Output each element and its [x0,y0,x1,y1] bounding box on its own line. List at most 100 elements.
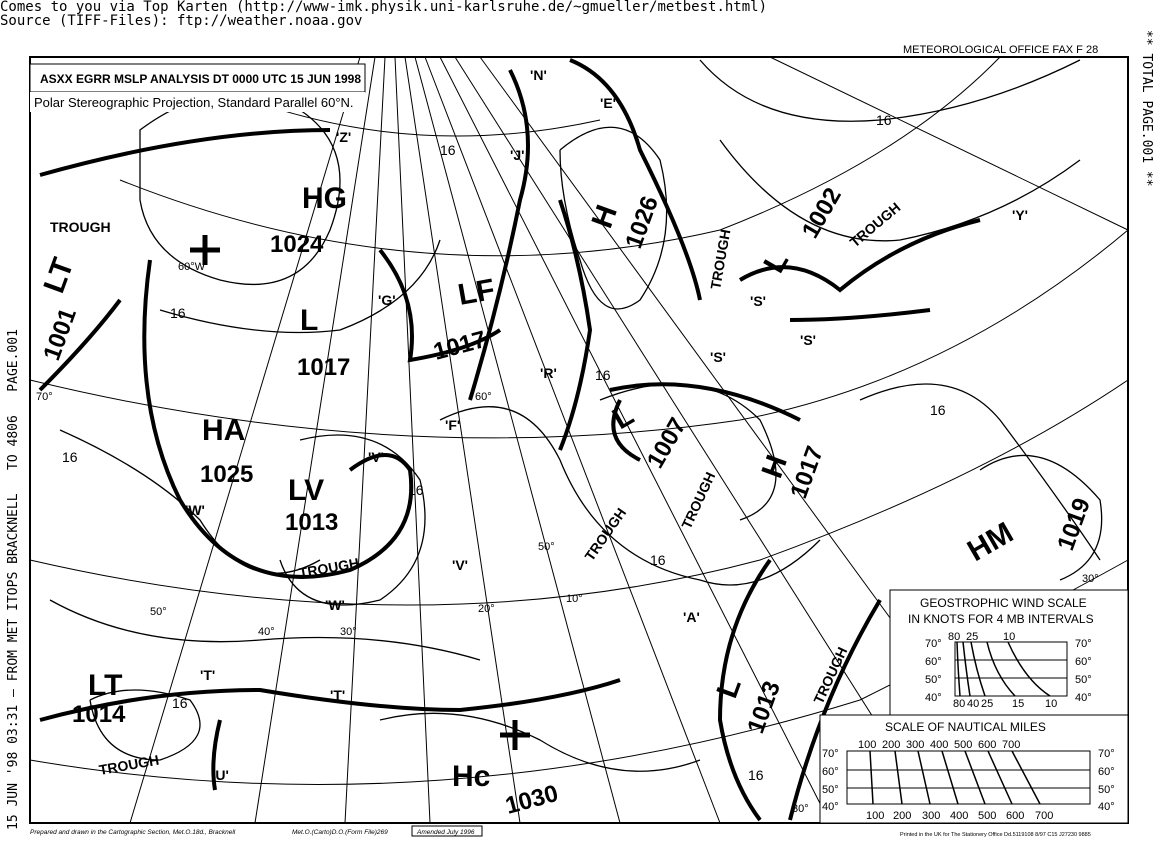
footer-amended: Amended July 1996 [416,829,475,836]
wind-scale-text: 40° [1075,692,1092,704]
footer-printer: Printed in the UK for The Stationery Off… [900,832,1091,838]
system-pressure: 1017 [785,443,829,502]
isobar-labels: 16 16 16 16 16 16 16 16 16 16 [62,112,946,783]
system-type: Hc [452,760,490,793]
system-type: L [711,674,748,703]
nm-scale-text: SCALE OF NAUTICAL MILES [885,720,1046,734]
nm-scale-text: 300 [922,810,940,822]
wind-scale-text: IN KNOTS FOR 4 MB INTERVALS [908,612,1094,626]
isobar-label-text: 16 [748,767,764,783]
system-type: L [300,304,318,337]
nm-scale-text: 500 [978,810,996,822]
wind-scale-text: 70° [1075,638,1092,650]
nm-scale-text: 40° [1098,801,1115,813]
front-labels-text: 'S' [750,293,766,309]
nm-scale-text: 40° [822,801,839,813]
front-labels-text: 'R' [540,365,557,381]
isobar-label-text: 16 [170,305,186,321]
isobar-label-text: 16 [930,402,946,418]
chart-title: ASXX EGRR MSLP ANALYSIS DT 0000 UTC 15 J… [40,72,361,86]
trough-label-text: TROUGH [847,199,904,250]
nm-scale-text: 400 [930,739,948,751]
front-labels-text: 'G' [378,292,396,308]
system-pressure: 1007 [642,413,692,473]
front-labels-text: 'V' [368,449,384,465]
system-pressure: 1013 [285,509,338,536]
system-type: L [757,246,795,278]
system-pressure: 1017 [297,354,350,381]
nm-scale-text: 100 [866,810,884,822]
system-type: LT [88,669,122,702]
graticule [29,56,1129,824]
isobar-label-text: 16 [440,142,456,158]
lon-labels-text: 10° [566,593,583,605]
trough-label-text: TROUGH [298,555,361,581]
lat-labels-text: 70° [36,391,53,403]
system-type: H [756,451,794,483]
centre-crosses [190,235,530,750]
footer-form-ref: Met.O.(Carto)D.O.(Form File)269 [292,829,388,836]
front-labels-text: 'V' [452,557,468,573]
lat-labels-text: 50° [538,541,555,553]
nm-scale-text: 100 [858,739,876,751]
nm-scale-text: 200 [882,739,900,751]
lon-labels-text: 60°W [178,261,206,273]
wind-scale-text: 10 [1003,631,1015,643]
front-labels-text: 'Z' [336,129,351,145]
trough-label-text: TROUGH [581,505,629,564]
system-pressure: 1025 [200,461,253,488]
trough-label-text: TROUGH [707,228,733,291]
nm-scale-text: 60° [822,766,839,778]
front-labels-text: 'U' [212,767,229,783]
map-frame [29,56,1129,824]
lat-label-30: 30° [792,803,809,815]
nautical-miles-scale: SCALE OF NAUTICAL MILES 100 200 300 400 … [819,714,1129,824]
nm-scale-text: 500 [954,739,972,751]
wind-scale-text: 15 [1012,698,1024,710]
projection-box [30,92,365,112]
system-pressure: 1013 [742,678,786,737]
wind-scale-text: 80 [948,631,960,643]
source-line: Comes to you via Top Karten (http://www-… [0,0,768,15]
isobar-label-text: 16 [876,112,892,128]
wind-scale-text: 80 [953,698,965,710]
lon-labels-text: 30° [340,626,357,638]
wind-scale-text: 70° [925,638,942,650]
lat-labels-text: 60° [475,391,492,403]
nm-scale-text: 600 [978,739,996,751]
wind-scale-text: 10 [1045,698,1057,710]
wind-scale-text: 50° [925,674,942,686]
nm-scale-text: 70° [1098,748,1115,760]
front-labels-text: 'W' [185,502,205,518]
title-box [29,63,366,93]
amended-box [411,825,483,837]
wind-scale-text: 60° [1075,656,1092,668]
front-labels-text: 'T' [200,667,215,683]
system-pressure: 1024 [270,231,324,258]
front-labels-text: 'A' [683,609,700,625]
wind-scale-text: 50° [1075,674,1092,686]
wind-scale-text: 60° [925,656,942,668]
nm-scale-text: 600 [1006,810,1024,822]
lon-labels-text: 50° [150,606,167,618]
projection-label: Polar Stereographic Projection, Standard… [34,95,354,110]
isobar-label-text: 16 [408,482,424,498]
front-labels-text: 'E' [600,95,616,111]
system-pressure: 1014 [72,701,126,728]
isobar-label-text: 16 [172,695,188,711]
tiff-source-line: Source (TIFF-Files): ftp://weather.noaa.… [0,13,363,29]
system-type: HM [962,516,1019,568]
geostrophic-wind-scale: GEOSTROPHIC WIND SCALE IN KNOTS FOR 4 MB… [889,589,1129,716]
nm-scale-text: 50° [1098,784,1115,796]
nm-scale-text: 700 [1002,739,1020,751]
nm-scale-text: 200 [893,810,911,822]
system-pressure: 1026 [620,193,664,252]
nm-scale-text: 50° [822,784,839,796]
front-labels: 'Z' 'G' 'R' 'F' 'V' 'V' 'W' 'W' 'T' 'T' … [185,67,1028,783]
system-type: LV [288,474,324,507]
wind-scale-text: 25 [981,698,993,710]
front-labels-text: 'W' [325,597,345,613]
front-labels-text: 'F' [445,417,460,433]
isobar-label-text: 16 [595,367,611,383]
lon-labels-text: 20° [478,603,495,615]
